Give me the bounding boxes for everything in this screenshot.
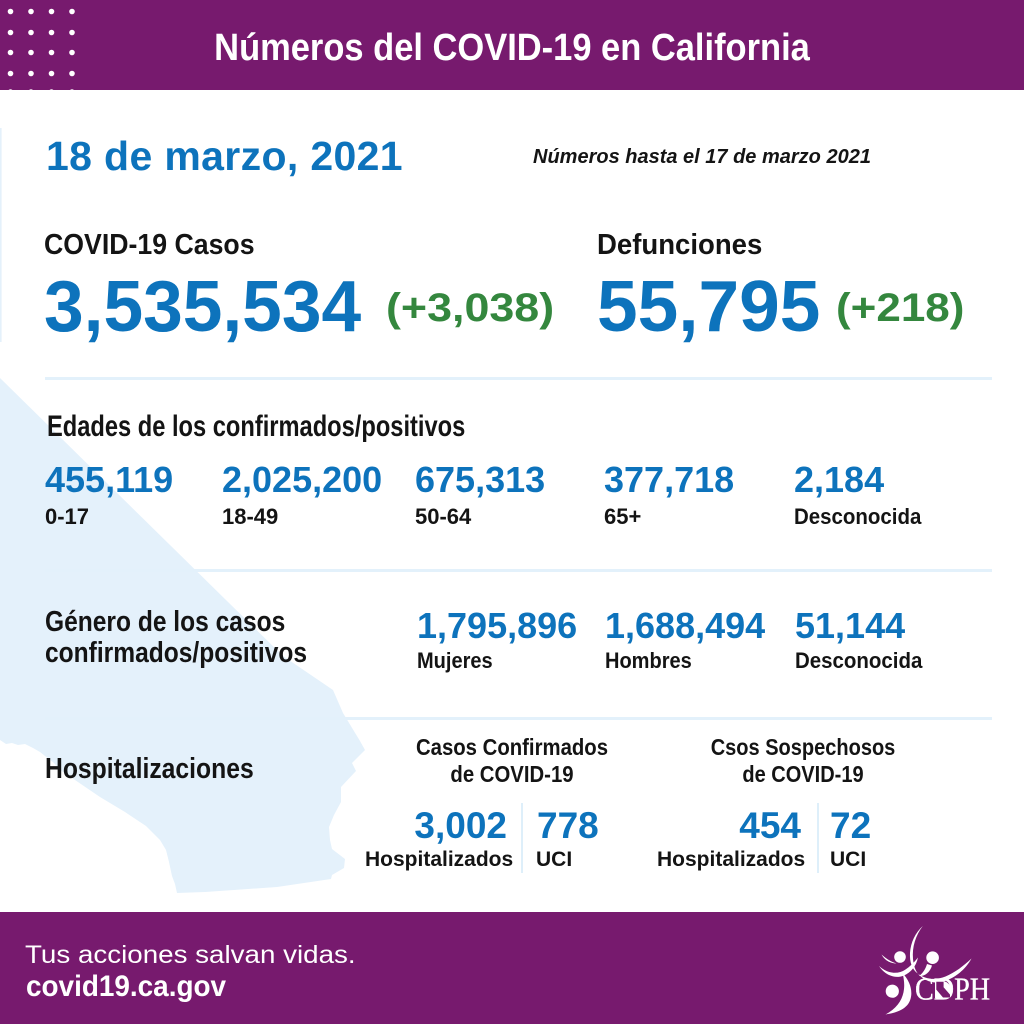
svg-text:CDPH: CDPH — [915, 971, 990, 1007]
